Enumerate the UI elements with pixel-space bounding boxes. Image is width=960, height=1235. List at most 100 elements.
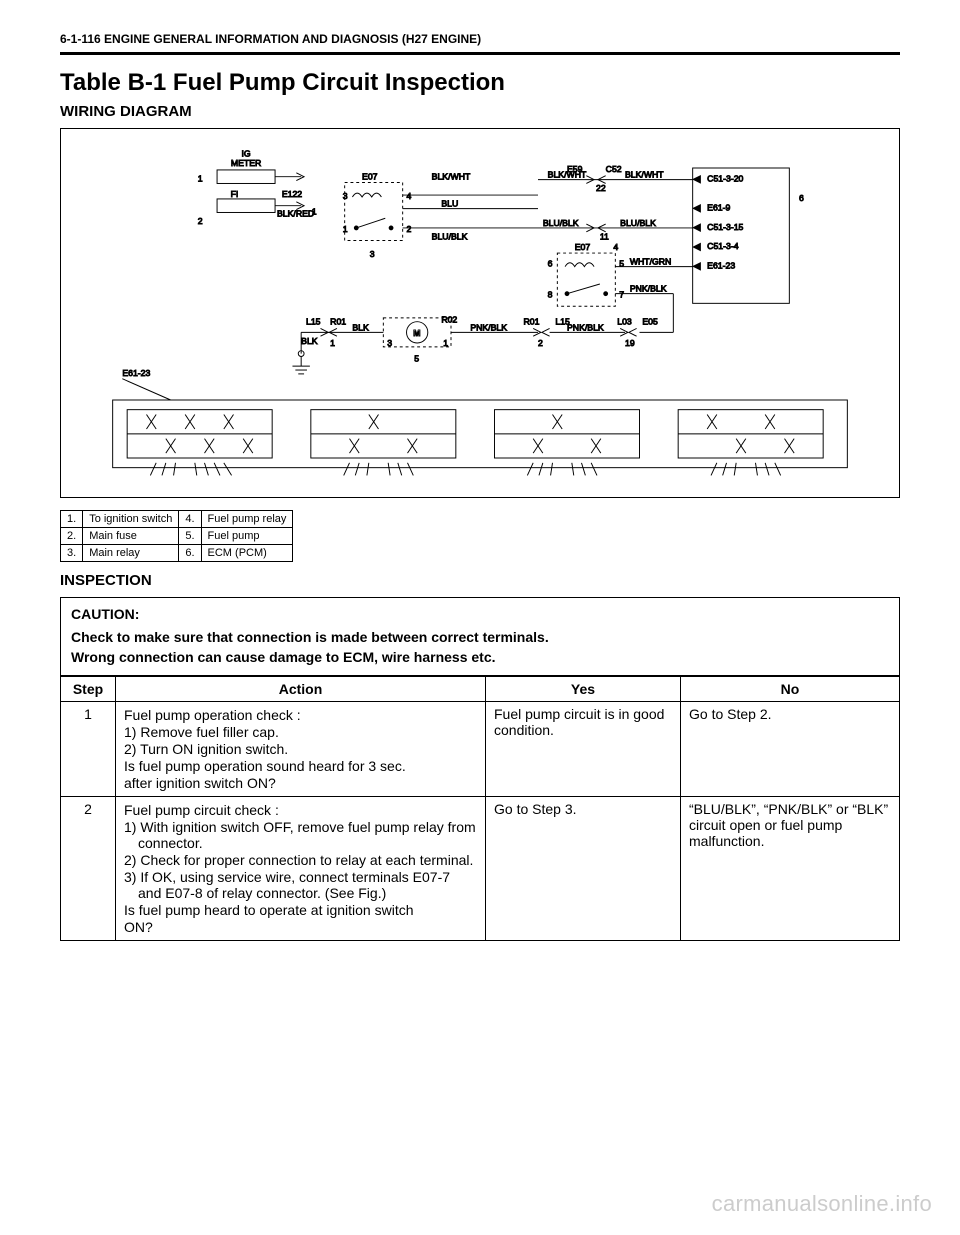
yes-2: Go to Step 3.	[486, 797, 681, 941]
label-e61-23: E61-23	[707, 261, 735, 271]
n19: 19	[625, 338, 635, 348]
th-no: No	[681, 677, 900, 702]
legend-5-text: Fuel pump	[201, 528, 293, 545]
label-blu: BLU	[441, 199, 458, 209]
label-pnkblk3: PNK/BLK	[567, 322, 604, 332]
label-blk2: BLK	[301, 336, 318, 346]
n7a: 7	[619, 290, 624, 300]
n22: 22	[596, 183, 606, 193]
label-m: M	[413, 328, 420, 338]
legend-6-num: 6.	[179, 545, 201, 562]
action-2-item-0: 1) With ignition switch OFF, remove fuel…	[124, 819, 477, 851]
label-e05: E05	[642, 317, 658, 327]
label-e07a: E07	[362, 172, 378, 182]
n3b: 3	[370, 249, 375, 259]
legend-4-num: 4.	[179, 511, 201, 528]
legend-table: 1. To ignition switch 4. Fuel pump relay…	[60, 510, 293, 562]
label-c51-3-20: C51-3-20	[707, 174, 743, 184]
wiring-diagram: IG METER FI 1 2 E122 BLK/RED 1 E07	[60, 128, 900, 498]
n1b: 1	[312, 206, 317, 216]
label-whtgrn: WHT/GRN	[630, 257, 672, 267]
action-1-item-0: 1) Remove fuel filler cap.	[124, 724, 477, 740]
legend-3-num: 3.	[61, 545, 83, 562]
action-1-tail1: Is fuel pump operation sound heard for 3…	[124, 758, 477, 774]
n6b: 6	[799, 193, 804, 203]
no-1: Go to Step 2.	[681, 702, 900, 797]
caution-box: CAUTION: Check to make sure that connect…	[60, 597, 900, 676]
action-2-title: Fuel pump circuit check :	[124, 802, 477, 818]
no-2: “BLU/BLK”, “PNK/BLK” or “BLK” circuit op…	[681, 797, 900, 941]
legend-1-num: 1.	[61, 511, 83, 528]
label-blkwht2: BLK/WHT	[548, 170, 587, 180]
n5b: 5	[414, 353, 419, 363]
n6a: 6	[548, 259, 553, 269]
table-row: 1 Fuel pump operation check : 1) Remove …	[61, 702, 900, 797]
label-pnkblk2: PNK/BLK	[470, 322, 507, 332]
label-blublk: BLU/BLK	[432, 232, 468, 242]
n1d: 1	[330, 338, 335, 348]
page-title: Table B-1 Fuel Pump Circuit Inspection	[60, 69, 900, 97]
label-pnkblk: PNK/BLK	[630, 284, 667, 294]
label-c51-3-15: C51-3-15	[707, 222, 743, 232]
label-fi: FI	[231, 189, 239, 199]
n1c: 1	[343, 224, 348, 234]
inspection-table: Step Action Yes No 1 Fuel pump operation…	[60, 676, 900, 941]
yes-1: Fuel pump circuit is in good condition.	[486, 702, 681, 797]
table-row: 2 Fuel pump circuit check : 1) With igni…	[61, 797, 900, 941]
label-l15: L15	[306, 317, 321, 327]
label-blublk2: BLU/BLK	[543, 218, 579, 228]
n11: 11	[600, 232, 609, 242]
label-e07b: E07	[575, 242, 591, 252]
legend-1-text: To ignition switch	[83, 511, 179, 528]
n2a: 2	[198, 216, 203, 226]
n1a: 1	[198, 174, 203, 184]
step-2: 2	[61, 797, 116, 941]
watermark: carmanualsonline.info	[712, 1191, 932, 1217]
legend-6-text: ECM (PCM)	[201, 545, 293, 562]
label-e61-23-left: E61-23	[122, 368, 150, 378]
n1e: 1	[443, 338, 448, 348]
label-blkred: BLK/RED	[277, 208, 314, 218]
n3a: 3	[343, 191, 348, 201]
legend-5-num: 5.	[179, 528, 201, 545]
label-l03: L03	[617, 317, 632, 327]
label-r01: R01	[330, 317, 346, 327]
th-step: Step	[61, 677, 116, 702]
label-r02: R02	[441, 315, 457, 325]
label-ig: IG	[241, 148, 250, 158]
label-c52: C52	[606, 164, 622, 174]
label-blublk3: BLU/BLK	[620, 218, 656, 228]
label-blkwht3: BLK/WHT	[625, 170, 664, 180]
label-meter: METER	[231, 158, 261, 168]
n4a: 4	[407, 191, 412, 201]
caution-line2: Wrong connection can cause damage to ECM…	[71, 648, 889, 668]
wiring-heading: WIRING DIAGRAM	[60, 103, 900, 120]
th-yes: Yes	[486, 677, 681, 702]
action-2-tail1: Is fuel pump heard to operate at ignitio…	[124, 902, 477, 918]
caution-title: CAUTION:	[71, 606, 889, 622]
action-1-title: Fuel pump operation check :	[124, 707, 477, 723]
wiring-svg: IG METER FI 1 2 E122 BLK/RED 1 E07	[71, 139, 889, 487]
label-e61-9: E61-9	[707, 203, 730, 213]
inspection-heading: INSPECTION	[60, 572, 900, 589]
n3c: 3	[387, 338, 392, 348]
action-1: Fuel pump operation check : 1) Remove fu…	[116, 702, 486, 797]
legend-2-text: Main fuse	[83, 528, 179, 545]
n8a: 8	[548, 290, 553, 300]
label-blkwht: BLK/WHT	[432, 172, 471, 182]
legend-3-text: Main relay	[83, 545, 179, 562]
n4b: 4	[613, 242, 618, 252]
th-action: Action	[116, 677, 486, 702]
header-text: 6-1-116 ENGINE GENERAL INFORMATION AND D…	[60, 32, 481, 46]
action-2-item-2: 3) If OK, using service wire, connect te…	[124, 869, 477, 901]
n2b: 2	[407, 224, 412, 234]
action-2-item-1: 2) Check for proper connection to relay …	[124, 852, 477, 868]
caution-line1: Check to make sure that connection is ma…	[71, 628, 889, 648]
action-1-item-1: 2) Turn ON ignition switch.	[124, 741, 477, 757]
n5a: 5	[619, 259, 624, 269]
label-e122: E122	[282, 189, 302, 199]
action-1-tail2: after ignition switch ON?	[124, 775, 477, 791]
n2c: 2	[538, 338, 543, 348]
action-2: Fuel pump circuit check : 1) With igniti…	[116, 797, 486, 941]
action-2-tail2: ON?	[124, 919, 477, 935]
